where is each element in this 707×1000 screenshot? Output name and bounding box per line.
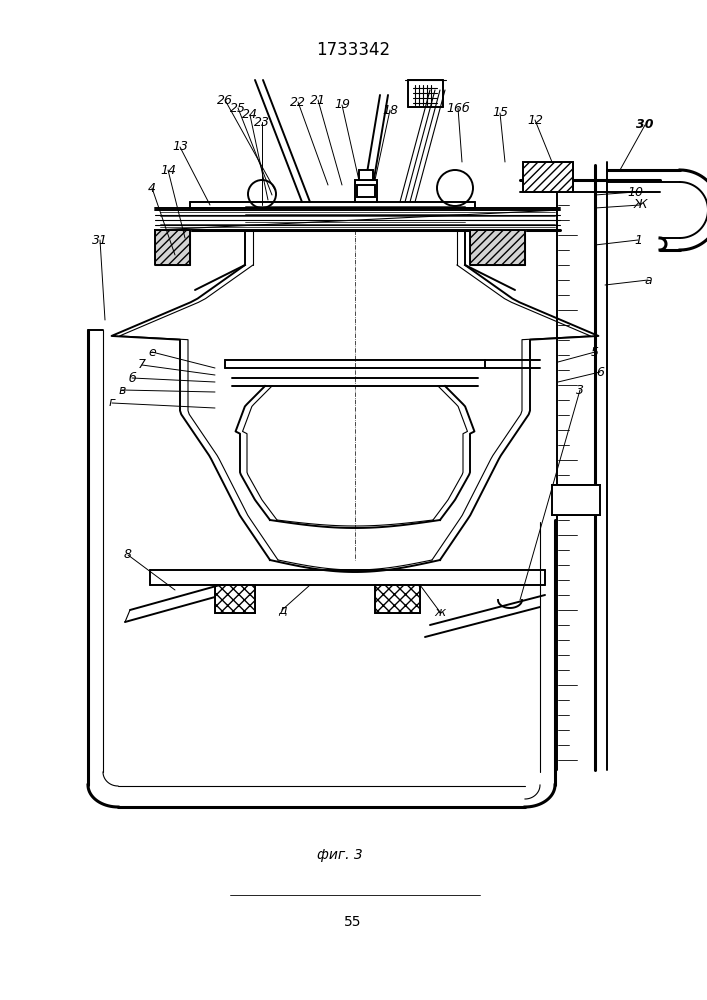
Text: 7: 7: [138, 359, 146, 371]
Text: 10: 10: [627, 186, 643, 198]
Text: 3: 3: [576, 383, 584, 396]
Text: Ж: Ж: [633, 198, 647, 212]
Text: 26: 26: [217, 94, 233, 106]
Text: 1733342: 1733342: [316, 41, 390, 59]
Text: 4: 4: [148, 182, 156, 194]
Bar: [215, 585, 255, 613]
Text: 31: 31: [92, 233, 108, 246]
Text: б: б: [128, 371, 136, 384]
Text: 15: 15: [492, 106, 508, 119]
Bar: [523, 162, 573, 192]
Text: 22: 22: [290, 96, 306, 108]
Text: 23: 23: [254, 115, 270, 128]
Bar: [375, 585, 420, 613]
Text: 16б: 16б: [446, 102, 470, 114]
Text: 24: 24: [242, 108, 258, 121]
Text: 25: 25: [230, 102, 246, 114]
Text: 19: 19: [334, 99, 350, 111]
Text: 13: 13: [172, 140, 188, 153]
Text: ж: ж: [434, 605, 445, 618]
Text: 14: 14: [160, 163, 176, 176]
Text: е: е: [148, 346, 156, 359]
Bar: [355, 180, 377, 202]
Text: г: г: [109, 396, 115, 410]
Text: 1: 1: [634, 233, 642, 246]
Text: 6: 6: [596, 365, 604, 378]
Polygon shape: [470, 230, 525, 265]
Text: 55: 55: [344, 915, 362, 929]
Text: а: а: [644, 273, 652, 286]
Text: 8: 8: [124, 548, 132, 562]
Bar: [215, 585, 255, 613]
Text: фиг. 3: фиг. 3: [317, 848, 363, 862]
Polygon shape: [155, 230, 190, 265]
Text: 30: 30: [636, 118, 654, 131]
Bar: [375, 585, 420, 613]
Text: 18: 18: [382, 104, 398, 116]
Bar: [552, 485, 600, 515]
Text: 21: 21: [310, 94, 326, 106]
Bar: [357, 185, 375, 197]
Bar: [523, 162, 573, 192]
Text: в: в: [118, 383, 126, 396]
Text: д: д: [278, 603, 286, 616]
Text: 5: 5: [591, 346, 599, 359]
Text: 12: 12: [527, 113, 543, 126]
Bar: [359, 170, 373, 180]
